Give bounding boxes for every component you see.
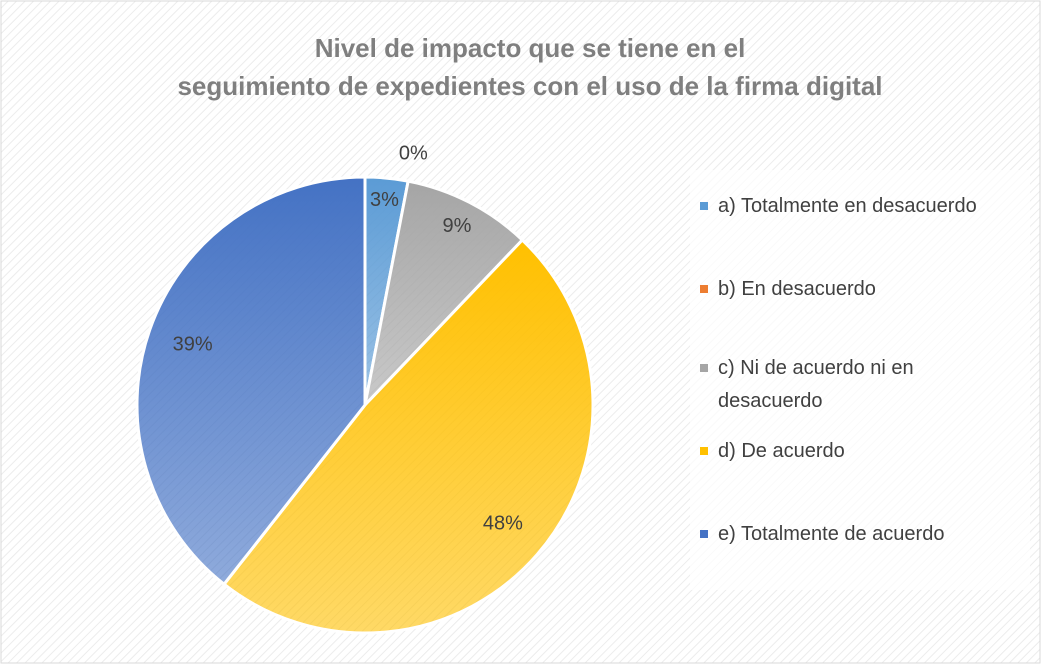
legend-label: e) Totalmente de acuerdo [718, 523, 945, 545]
data-label: 0% [399, 143, 428, 165]
data-label: 39% [173, 334, 213, 356]
legend-label: a) Totalmente en desacuerdo [718, 195, 977, 217]
legend-swatch [700, 285, 708, 293]
legend-item: b) En desacuerdo [700, 273, 1038, 306]
pie-slice [135, 175, 367, 587]
legend-swatch [700, 364, 708, 372]
legend-item: a) Totalmente en desacuerdo [700, 190, 1038, 223]
chart-title: Nivel de impacto que se tiene en el segui… [177, 33, 882, 101]
legend-swatch [700, 530, 708, 538]
pie-slice [221, 237, 595, 635]
legend-label: c) Ni de acuerdo ni en desacuerdo [718, 357, 914, 412]
legend-label: d) De acuerdo [718, 440, 845, 462]
pie-slice [362, 179, 525, 410]
data-label: 48% [483, 513, 523, 535]
legend-item: c) Ni de acuerdo ni en desacuerdo [700, 352, 968, 418]
legend-swatch [700, 202, 708, 210]
legend-background [690, 170, 1030, 590]
legend-item: d) De acuerdo [700, 435, 1038, 468]
legend-label: b) En desacuerdo [718, 278, 876, 300]
data-label: 3% [370, 189, 399, 211]
legend-item: e) Totalmente de acuerdo [700, 518, 1038, 551]
data-label: 9% [442, 215, 471, 237]
legend-swatch [700, 447, 708, 455]
